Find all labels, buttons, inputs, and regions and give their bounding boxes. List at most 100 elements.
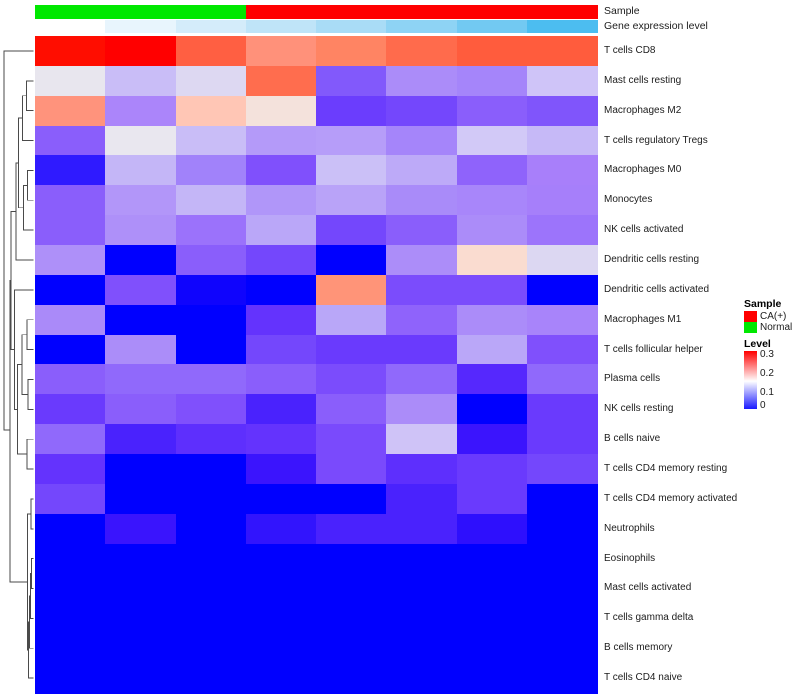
heatmap-row-label: Macrophages M2 [604, 104, 682, 116]
heatmap-row-label: Neutrophils [604, 522, 655, 534]
heatmap-cell [456, 95, 528, 127]
heatmap-cell [526, 36, 598, 67]
legend-item-ca-positive: CA(+) [744, 311, 800, 322]
gene-expression-annotation-cell [526, 20, 598, 33]
heatmap-cell [386, 394, 458, 425]
sample-annotation-cell [245, 5, 317, 19]
heatmap-row-label: NK cells resting [604, 403, 674, 415]
gene-expression-annotation-cell [105, 20, 177, 33]
heatmap-cell [456, 36, 528, 67]
heatmap-cell [526, 424, 598, 455]
heatmap-cell [175, 633, 247, 664]
heatmap-cell [526, 155, 598, 186]
heatmap-cell [456, 663, 528, 694]
heatmap-cell [316, 573, 387, 604]
legend-sample-title: Sample [744, 298, 782, 310]
heatmap-row-label: Mast cells activated [604, 582, 692, 594]
heatmap-cell [175, 65, 247, 97]
heatmap-cell [526, 573, 598, 604]
legend-colorbar-gradient [744, 351, 757, 409]
heatmap-cell [316, 483, 387, 515]
heatmap-cell [245, 394, 317, 425]
heatmap-cell [316, 215, 387, 246]
heatmap-cell [175, 95, 247, 127]
heatmap-cell [245, 155, 317, 186]
heatmap-cell [35, 633, 106, 664]
heatmap-cell [35, 215, 106, 246]
heatmap-cell [316, 603, 387, 634]
heatmap-row-label: B cells naive [604, 433, 661, 445]
heatmap-cell [175, 274, 247, 306]
heatmap-cell [316, 65, 387, 97]
heatmap-cell [456, 513, 528, 545]
heatmap-cell [316, 185, 387, 216]
heatmap-cell [105, 215, 177, 246]
heatmap-cell [386, 424, 458, 455]
heatmap-cell [386, 483, 458, 515]
heatmap-cell [386, 663, 458, 694]
heatmap-cell [245, 513, 317, 545]
heatmap-cell [105, 513, 177, 545]
heatmap-cell [105, 394, 177, 425]
gene-expression-annotation-label: Gene expression level [604, 20, 708, 32]
heatmap-cell [35, 603, 106, 634]
heatmap-cell [386, 155, 458, 186]
heatmap-cell [175, 364, 247, 395]
heatmap-cell [175, 125, 247, 157]
heatmap-cell [175, 513, 247, 545]
heatmap-row-label: T cells regulatory Tregs [604, 134, 708, 146]
heatmap-cell [175, 573, 247, 604]
heatmap-row-label: Monocytes [604, 194, 653, 206]
heatmap-cell [105, 65, 177, 97]
heatmap-cell [526, 125, 598, 157]
legend-swatch-normal [744, 322, 757, 333]
gene-expression-annotation-cell [175, 20, 247, 33]
heatmap-cell [175, 483, 247, 515]
heatmap-cell [316, 454, 387, 485]
heatmap-cell [456, 245, 528, 276]
heatmap-cell [105, 185, 177, 216]
heatmap-cell [526, 603, 598, 634]
heatmap-row-label: Plasma cells [604, 373, 661, 385]
heatmap-cell [456, 155, 528, 186]
heatmap-cell [526, 483, 598, 515]
heatmap-cell [105, 125, 177, 157]
heatmap-row-label: Dendritic cells activated [604, 283, 710, 295]
gene-expression-annotation-cell [386, 20, 458, 33]
legend-item-normal: Normal [744, 322, 800, 333]
heatmap-cell [175, 394, 247, 425]
heatmap-cell [526, 364, 598, 395]
heatmap-cell [35, 65, 106, 97]
sample-annotation-cell [105, 5, 177, 19]
heatmap-cell [456, 215, 528, 246]
heatmap-cell [316, 513, 387, 545]
heatmap-cell [526, 334, 598, 366]
heatmap-cell [105, 603, 177, 634]
heatmap-cell [105, 454, 177, 485]
heatmap-cell [526, 304, 598, 336]
heatmap-cell [386, 65, 458, 97]
heatmap-cell [456, 543, 528, 575]
heatmap-row-label: Eosinophils [604, 552, 656, 564]
heatmap-cell [35, 36, 106, 67]
heatmap-row-label: Macrophages M1 [604, 313, 682, 325]
heatmap-cell [245, 274, 317, 306]
heatmap-cell [526, 245, 598, 276]
heatmap-cell [175, 185, 247, 216]
heatmap-cell [526, 394, 598, 425]
heatmap-cell [105, 573, 177, 604]
heatmap-cell [105, 663, 177, 694]
heatmap-cell [175, 603, 247, 634]
heatmap-cell [245, 364, 317, 395]
legend-label-ca-positive: CA(+) [760, 311, 787, 322]
heatmap-cell [105, 95, 177, 127]
heatmap-row-label: Mast cells resting [604, 74, 682, 86]
heatmap-cell [316, 663, 387, 694]
heatmap-cell [316, 36, 387, 67]
heatmap-row-label: Macrophages M0 [604, 164, 682, 176]
heatmap-cell [35, 483, 106, 515]
gene-expression-annotation-cell [245, 20, 317, 33]
heatmap-cell [245, 424, 317, 455]
heatmap-cell [35, 543, 106, 575]
heatmap-cell [105, 334, 177, 366]
